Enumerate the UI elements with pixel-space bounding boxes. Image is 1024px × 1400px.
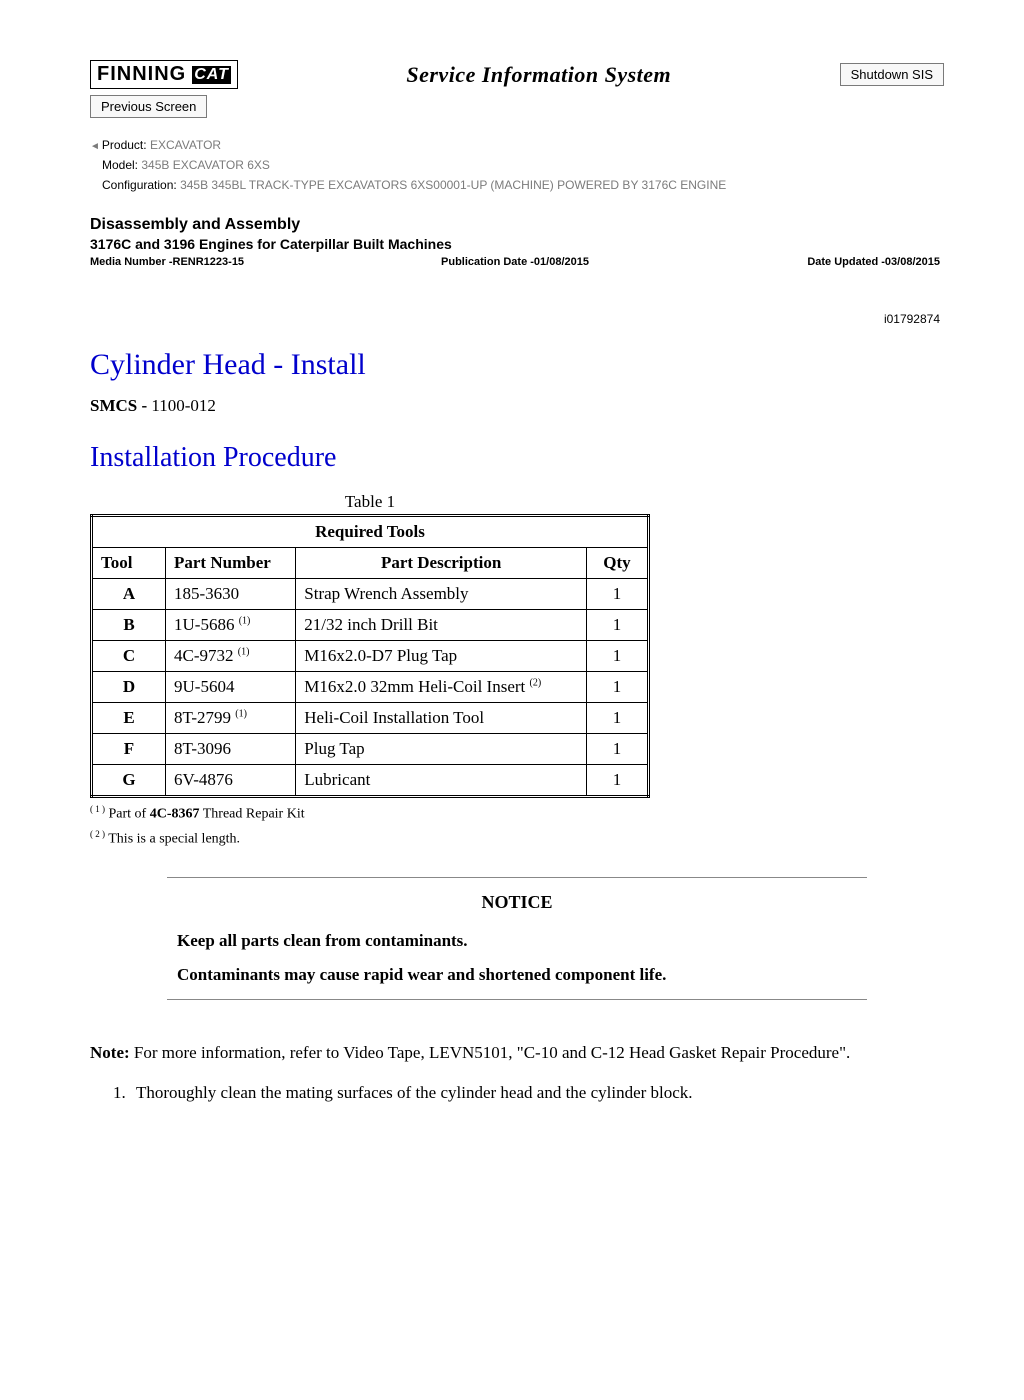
note-paragraph: Note: For more information, refer to Vid… [90,1042,944,1065]
config-value: 345B 345BL TRACK-TYPE EXCAVATORS 6XS0000… [180,178,726,192]
required-tools-table: Required Tools Tool Part Number Part Des… [90,514,650,798]
notice-line-1: Keep all parts clean from contaminants. [167,931,867,951]
cell-tool: B [92,610,166,641]
cell-tool: F [92,734,166,765]
notice-line-2: Contaminants may cause rapid wear and sh… [167,965,867,985]
cell-tool: A [92,579,166,610]
table-row: D9U-5604 M16x2.0 32mm Heli-Coil Insert (… [92,672,649,703]
cell-tool: E [92,703,166,734]
notice-rule-bottom [167,999,867,1000]
cell-description: M16x2.0-D7 Plug Tap [296,641,587,672]
cell-qty: 1 [587,672,649,703]
document-id: i01792874 [90,312,944,326]
col-qty: Qty [587,548,649,579]
notice-label: NOTICE [167,892,867,913]
model-label: Model: [102,158,138,172]
cat-logo: CAT [192,66,231,84]
cell-partnumber: 4C-9732 (1) [166,641,296,672]
media-number: Media Number -RENR1223-15 [90,256,373,268]
steps-list: Thoroughly clean the mating surfaces of … [90,1083,944,1103]
cell-partnumber: 8T-2799 (1) [166,703,296,734]
footnote-1: ( 1 ) Part of 4C-8367 Thread Repair Kit [90,804,944,823]
cell-tool: D [92,672,166,703]
product-label: Product: [102,138,147,152]
col-tool: Tool [92,548,166,579]
product-meta: ◄Product: EXCAVATOR Model: 345B EXCAVATO… [90,138,944,192]
note-text: For more information, refer to Video Tap… [134,1043,850,1062]
cell-qty: 1 [587,579,649,610]
smcs-label: SMCS - [90,396,151,415]
cell-description: Lubricant [296,765,587,797]
footnote-2: ( 2 ) This is a special length. [90,829,944,848]
cell-description: M16x2.0 32mm Heli-Coil Insert (2) [296,672,587,703]
table-caption: Table 1 [90,492,650,512]
shutdown-sis-button[interactable]: Shutdown SIS [840,63,944,86]
cell-partnumber: 185-3630 [166,579,296,610]
cell-qty: 1 [587,734,649,765]
config-label: Configuration: [102,178,177,192]
previous-screen-button[interactable]: Previous Screen [90,95,207,118]
model-value: 345B EXCAVATOR 6XS [141,158,270,172]
cell-partnumber: 9U-5604 [166,672,296,703]
publication-date: Publication Date -01/08/2015 [373,256,656,268]
cell-description: Heli-Coil Installation Tool [296,703,587,734]
cell-qty: 1 [587,610,649,641]
footnote-1-sup: ( 1 ) [90,804,105,814]
table-title: Required Tools [92,516,649,548]
date-updated: Date Updated -03/08/2015 [657,256,944,268]
footnote-2-sup: ( 2 ) [90,829,105,839]
cell-qty: 1 [587,703,649,734]
table-row: G6V-4876 Lubricant 1 [92,765,649,797]
install-heading: Installation Procedure [90,442,944,474]
logo-text: FINNING [97,63,186,86]
table-row: B1U-5686 (1)21/32 inch Drill Bit 1 [92,610,649,641]
cell-description: Strap Wrench Assembly [296,579,587,610]
cell-description: 21/32 inch Drill Bit [296,610,587,641]
note-label: Note: [90,1043,134,1062]
back-arrow-icon: ◄ [90,141,100,152]
col-partnumber: Part Number [166,548,296,579]
table-row: F8T-3096 Plug Tap 1 [92,734,649,765]
cell-partnumber: 8T-3096 [166,734,296,765]
procedure-title: Cylinder Head - Install [90,348,944,382]
step-1: Thoroughly clean the mating surfaces of … [130,1083,944,1103]
cell-tool: G [92,765,166,797]
notice-rule-top [167,877,867,878]
cell-partnumber: 6V-4876 [166,765,296,797]
sis-title: Service Information System [406,62,671,88]
table-row: E8T-2799 (1)Heli-Coil Installation Tool … [92,703,649,734]
cell-partnumber: 1U-5686 (1) [166,610,296,641]
smcs-value: 1100-012 [151,396,216,415]
section-heading: Disassembly and Assembly [90,216,944,234]
cell-qty: 1 [587,641,649,672]
table-row: C4C-9732 (1)M16x2.0-D7 Plug Tap 1 [92,641,649,672]
col-description: Part Description [296,548,587,579]
table-row: A185-3630 Strap Wrench Assembly 1 [92,579,649,610]
notice-block: NOTICE Keep all parts clean from contami… [167,877,867,1000]
section-subtitle: 3176C and 3196 Engines for Caterpillar B… [90,236,944,252]
cell-tool: C [92,641,166,672]
finning-logo: FINNING CAT [90,60,238,89]
smcs-code: SMCS - 1100-012 [90,396,944,416]
cell-qty: 1 [587,765,649,797]
cell-description: Plug Tap [296,734,587,765]
product-value: EXCAVATOR [150,138,221,152]
